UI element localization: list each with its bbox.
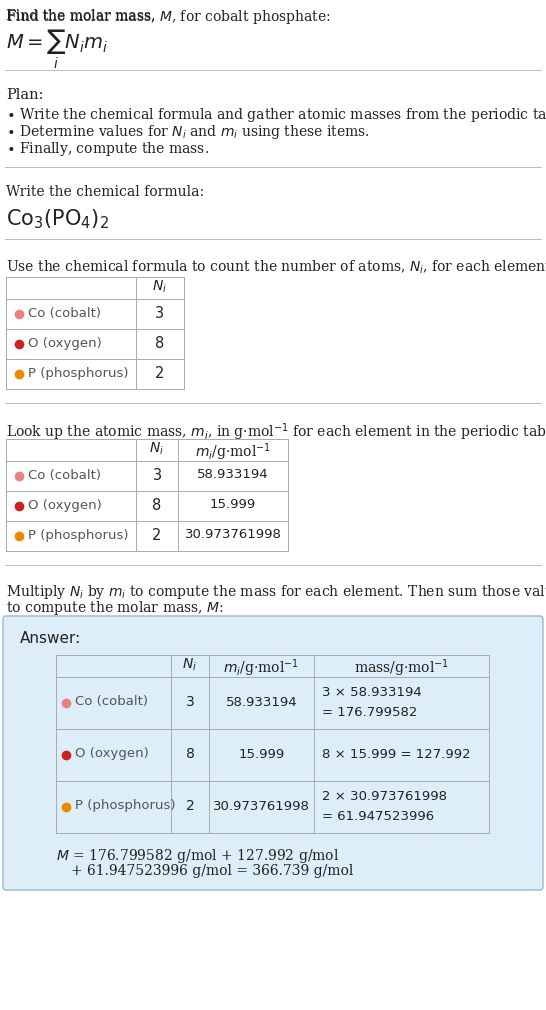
Text: 8: 8: [186, 747, 194, 761]
Text: 8 × 15.999 = 127.992: 8 × 15.999 = 127.992: [322, 747, 471, 761]
Text: P (phosphorus): P (phosphorus): [28, 528, 128, 541]
Text: $\bullet$ Determine values for $N_i$ and $m_i$ using these items.: $\bullet$ Determine values for $N_i$ and…: [6, 123, 370, 141]
Text: $N_i$: $N_i$: [182, 656, 198, 674]
Text: O (oxygen): O (oxygen): [75, 747, 149, 761]
Text: P (phosphorus): P (phosphorus): [75, 800, 175, 812]
Text: Find the molar mass, $M$, for cobalt phosphate:: Find the molar mass, $M$, for cobalt pho…: [6, 8, 331, 26]
Text: $m_i$/g$\cdot$mol$^{-1}$: $m_i$/g$\cdot$mol$^{-1}$: [195, 441, 271, 463]
Text: 2: 2: [152, 527, 162, 542]
Text: $\bullet$ Write the chemical formula and gather atomic masses from the periodic : $\bullet$ Write the chemical formula and…: [6, 106, 546, 124]
Text: $N_i$: $N_i$: [150, 441, 164, 458]
Text: P (phosphorus): P (phosphorus): [28, 367, 128, 380]
Text: $\bullet$ Finally, compute the mass.: $\bullet$ Finally, compute the mass.: [6, 140, 209, 158]
Text: 58.933194: 58.933194: [197, 469, 269, 482]
Text: Plan:: Plan:: [6, 88, 44, 102]
Text: Multiply $N_i$ by $m_i$ to compute the mass for each element. Then sum those val: Multiply $N_i$ by $m_i$ to compute the m…: [6, 583, 546, 601]
Text: $m_i$/g$\cdot$mol$^{-1}$: $m_i$/g$\cdot$mol$^{-1}$: [223, 656, 300, 679]
Text: mass/g$\cdot$mol$^{-1}$: mass/g$\cdot$mol$^{-1}$: [354, 656, 449, 679]
Text: = 61.947523996: = 61.947523996: [322, 810, 434, 823]
Text: Use the chemical formula to count the number of atoms, $N_i$, for each element:: Use the chemical formula to count the nu…: [6, 259, 546, 277]
Text: 30.973761998: 30.973761998: [185, 528, 281, 541]
Text: 15.999: 15.999: [239, 747, 284, 761]
Text: Answer:: Answer:: [20, 631, 81, 646]
Text: 2: 2: [155, 366, 165, 381]
Text: O (oxygen): O (oxygen): [28, 499, 102, 511]
Text: $\mathsf{Co_3(PO_4)_2}$: $\mathsf{Co_3(PO_4)_2}$: [6, 207, 109, 230]
Text: 8: 8: [152, 498, 162, 512]
Text: $N_i$: $N_i$: [152, 279, 168, 295]
Text: 58.933194: 58.933194: [225, 696, 298, 708]
Text: Co (cobalt): Co (cobalt): [75, 696, 148, 708]
Text: to compute the molar mass, $M$:: to compute the molar mass, $M$:: [6, 599, 224, 617]
Text: 2 × 30.973761998: 2 × 30.973761998: [322, 791, 447, 804]
Text: 3: 3: [186, 695, 194, 709]
Text: Look up the atomic mass, $m_i$, in g$\cdot$mol$^{-1}$ for each element in the pe: Look up the atomic mass, $m_i$, in g$\cd…: [6, 421, 546, 442]
Text: + 61.947523996 g/mol = 366.739 g/mol: + 61.947523996 g/mol = 366.739 g/mol: [71, 864, 353, 878]
Text: Find the molar mass,: Find the molar mass,: [6, 8, 160, 22]
Text: = 176.799582: = 176.799582: [322, 707, 417, 719]
Text: $M = \sum_i N_i m_i$: $M = \sum_i N_i m_i$: [6, 28, 108, 71]
Text: 3: 3: [156, 305, 164, 320]
Text: 30.973761998: 30.973761998: [213, 800, 310, 812]
Text: 3 × 58.933194: 3 × 58.933194: [322, 687, 422, 700]
Text: $M$ = 176.799582 g/mol + 127.992 g/mol: $M$ = 176.799582 g/mol + 127.992 g/mol: [56, 847, 339, 865]
Text: Write the chemical formula:: Write the chemical formula:: [6, 185, 204, 199]
Text: 8: 8: [156, 335, 165, 350]
Text: 15.999: 15.999: [210, 499, 256, 511]
Text: 3: 3: [152, 468, 162, 483]
Text: Co (cobalt): Co (cobalt): [28, 469, 101, 482]
Text: 2: 2: [186, 799, 194, 813]
FancyBboxPatch shape: [3, 616, 543, 890]
Text: Co (cobalt): Co (cobalt): [28, 306, 101, 319]
Text: O (oxygen): O (oxygen): [28, 336, 102, 349]
